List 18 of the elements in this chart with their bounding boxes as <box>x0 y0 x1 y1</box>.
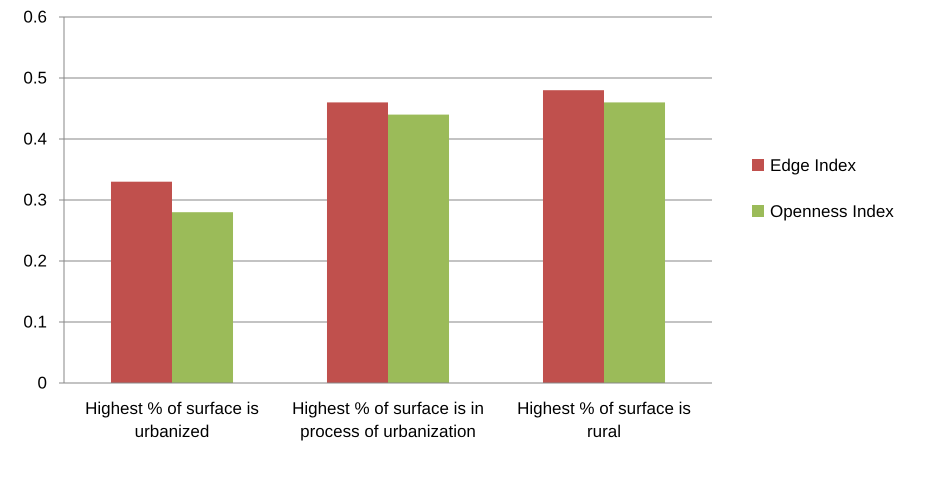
x-tick-label: Highest % of surface is urbanized <box>85 399 259 441</box>
y-tick-label: 0.6 <box>23 7 47 26</box>
y-tick-label: 0.5 <box>23 68 47 88</box>
y-tick-label: 0 <box>38 373 47 392</box>
bar <box>604 102 666 383</box>
y-tick-label: 0.1 <box>23 312 47 332</box>
y-tick-label: 0.3 <box>23 190 47 210</box>
x-tick-label: Highest % of surface is rural <box>517 399 691 441</box>
bar <box>326 102 388 383</box>
bar <box>110 182 172 383</box>
bar <box>172 212 234 383</box>
x-tick-label: Highest % of surface is in process of urbanization <box>292 399 484 441</box>
legend-label: Openness Index <box>770 202 894 221</box>
y-tick-label: 0.4 <box>23 129 47 148</box>
bar <box>388 114 450 383</box>
y-tick-label: 0.2 <box>23 251 47 270</box>
bar <box>542 90 604 383</box>
legend-label: Edge Index <box>770 156 857 175</box>
